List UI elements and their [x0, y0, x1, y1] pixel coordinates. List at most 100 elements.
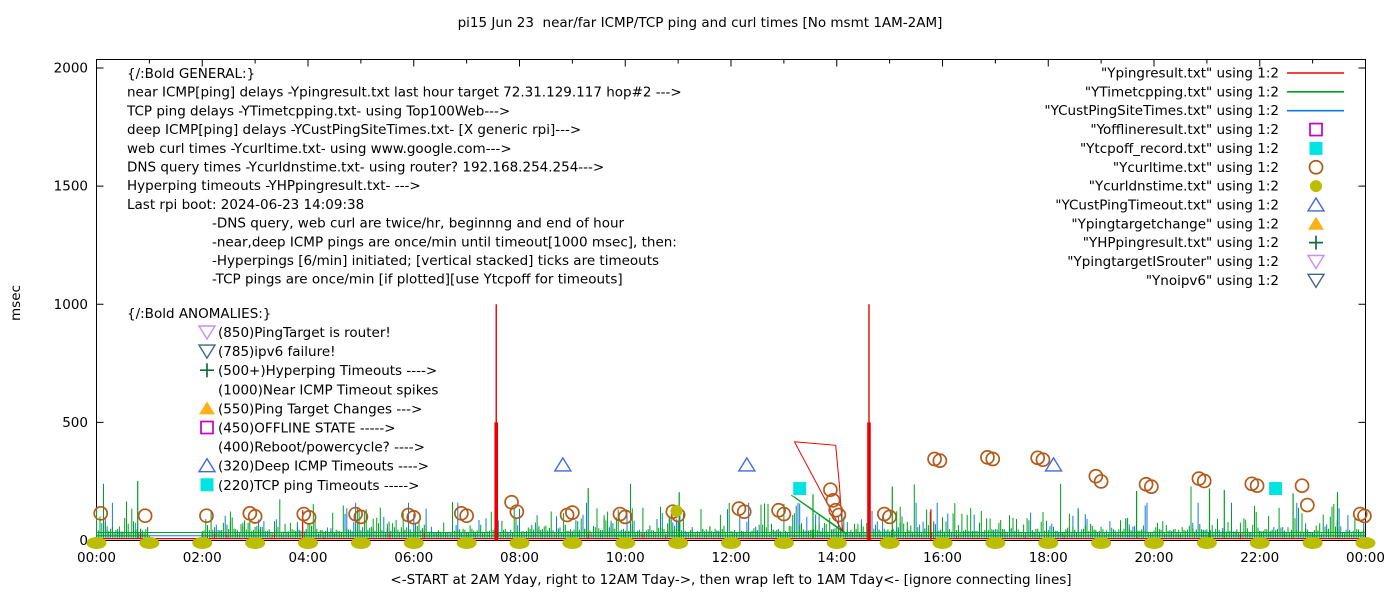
y-tick-label: 1000	[54, 297, 88, 313]
anomaly-line: (450)OFFLINE STATE ----->	[218, 421, 396, 437]
anomaly-line: (785)ipv6 failure!	[218, 344, 336, 360]
legend-label: "Ycurltime.txt" using 1:2	[1113, 160, 1279, 176]
general-line: Last rpi boot: 2024-06-23 14:09:38	[127, 197, 364, 213]
series-Ycurltime.txt	[93, 449, 1372, 525]
Ycurltime.txt-point	[617, 509, 633, 525]
anomaly-line: (220)TCP ping Timeouts ----->	[218, 478, 420, 494]
Ycurltime.txt-point	[1088, 468, 1104, 484]
anomaly-key-square-filled	[200, 478, 214, 492]
Ycurltime.txt-point	[137, 508, 153, 524]
dns-baseline-blob	[456, 537, 477, 549]
Ycurltime.txt-point	[1093, 474, 1109, 489]
general-annotation: {/:Bold GENERAL:} near ICMP[ping] delays …	[126, 66, 682, 288]
general-line: -DNS query, web curl are twice/hr, begin…	[212, 216, 625, 232]
legend-label: "YHPpingresult.txt" using 1:2	[1083, 235, 1279, 251]
y-tick-label: 2000	[54, 61, 88, 77]
x-axis-label: <-START at 2AM Yday, right to 12AM Tday-…	[390, 572, 1072, 588]
Ycurltime.txt-point	[831, 507, 847, 523]
dns-baseline-blob	[668, 537, 689, 549]
legend-label: "Ypingresult.txt" using 1:2	[1101, 66, 1279, 82]
x-tick-label: 00:00	[77, 550, 116, 566]
Ycurltime.txt-point	[406, 509, 422, 525]
Ycurltime.txt-point	[1294, 478, 1310, 494]
legend-circle-open-sample	[1308, 159, 1324, 175]
Ycurltime.txt-point	[823, 482, 838, 498]
dns-baseline-blob	[721, 537, 741, 549]
legend-label: "Yofflineresult.txt" using 1:2	[1090, 122, 1279, 138]
YCustPingTimeout.txt-point	[1044, 456, 1063, 472]
Ycurltime.txt-point	[247, 509, 263, 524]
legend-tri-up-open-sample	[1306, 196, 1326, 212]
dns-baseline-blob	[509, 537, 530, 549]
x-tick-label: 06:00	[394, 550, 433, 566]
dns-baseline-blob	[932, 537, 953, 549]
y-tick-label: 0	[79, 533, 88, 549]
x-tick-label: 10:00	[606, 550, 645, 566]
legend-tri-up-filled-sample	[1308, 216, 1324, 230]
y-tick-label: 500	[62, 415, 88, 431]
x-tick-label: 16:00	[923, 550, 962, 566]
green-spikes	[96, 483, 1365, 538]
Ycurltime.txt-point	[199, 508, 214, 524]
axes: 00:00 02:00 04:00 06:00 08:00 10:00 12:00 14:00…	[54, 59, 1385, 566]
Ycurltime.txt-point	[1144, 479, 1159, 494]
dns-baseline-blob	[562, 537, 583, 549]
legend-plus-sample	[1309, 235, 1323, 250]
x-tick-label: 14:00	[817, 550, 856, 566]
anomaly-key-square-open	[200, 420, 214, 435]
Ycurltime.txt-point	[1299, 497, 1315, 513]
general-line: {/:Bold GENERAL:}	[127, 66, 255, 82]
general-line: -TCP pings are once/min [if plotted][use…	[212, 272, 623, 288]
dns-baseline-blob	[985, 537, 1006, 549]
Ycurltime.txt-point	[565, 505, 580, 520]
Ycurltime.txt-point	[459, 508, 474, 524]
dns-baseline-blob	[86, 537, 107, 549]
legend-tri-down-open-sample	[1306, 273, 1326, 289]
anomaly-key-tri-down-open	[197, 325, 217, 341]
anomaly-line: (320)Deep ICMP Timeouts ---->	[218, 459, 429, 475]
dns-baseline-blob	[1249, 537, 1270, 549]
anomaly-line: (500+)Hyperping Timeouts ---->	[218, 363, 437, 379]
dns-baseline-blob	[1302, 537, 1323, 549]
x-tick-label: 00:00	[1346, 550, 1385, 566]
x-tick-label: 22:00	[1240, 550, 1279, 566]
series-YCustPingTimeout.txt	[553, 456, 1063, 472]
dns-baseline-blob	[1144, 537, 1164, 549]
anomaly-key-tri-up-open	[197, 457, 217, 473]
Ycurltime.txt-point	[1035, 452, 1051, 468]
general-line: -Hyperpings [6/min] initiated; [vertical…	[212, 253, 659, 269]
legend-tri-down-open-sample	[1306, 254, 1326, 270]
anomaly-line: (400)Reboot/powercycle? ---->	[218, 440, 425, 456]
x-tick-label: 02:00	[183, 550, 222, 566]
red-minor-jitter	[140, 532, 1292, 540]
dns-baseline-blob	[192, 537, 213, 549]
legend-circle-filled-sample	[1310, 180, 1322, 193]
dns-baseline-blob	[826, 537, 847, 549]
Ycurltime.txt-point	[1357, 508, 1372, 524]
Ytcpoff_record.txt-point	[793, 482, 807, 496]
dns-baseline-blob	[879, 537, 900, 549]
x-tick-label: 12:00	[712, 550, 751, 566]
Ycurltime.txt-point	[776, 506, 792, 522]
anomaly-key-plus	[200, 363, 214, 378]
Ycurltime.txt-point	[353, 509, 369, 525]
general-line: -near,deep ICMP pings are once/min until…	[212, 234, 677, 250]
Ycurldnstime.txt-point	[670, 504, 683, 517]
legend-label: "Ycurldnstime.txt" using 1:2	[1089, 179, 1279, 195]
series-YTimetcpping.txt	[96, 481, 1366, 539]
Ycurltime.txt-point	[882, 509, 897, 525]
general-line: web curl times -Ycurltime.txt- using www…	[127, 141, 512, 157]
general-line: deep ICMP[ping] delays -YCustPingSiteTim…	[127, 122, 581, 138]
x-tick-label: 08:00	[500, 550, 539, 566]
dns-baseline-blob	[1196, 537, 1217, 549]
legend-label: "YCustPingTimeout.txt" using 1:2	[1055, 197, 1279, 213]
x-tick-label: 20:00	[1135, 550, 1174, 566]
general-line: DNS query times -Ycurldnstime.txt- using…	[127, 160, 604, 176]
anomaly-line: (1000)Near ICMP Timeout spikes	[218, 382, 438, 398]
dns-baseline-blob	[139, 537, 160, 549]
x-tick-label: 04:00	[289, 550, 328, 566]
anomaly-line: (550)Ping Target Changes --->	[218, 401, 422, 417]
dns-baseline-blob	[773, 537, 794, 549]
dns-baseline-blob	[350, 537, 371, 549]
